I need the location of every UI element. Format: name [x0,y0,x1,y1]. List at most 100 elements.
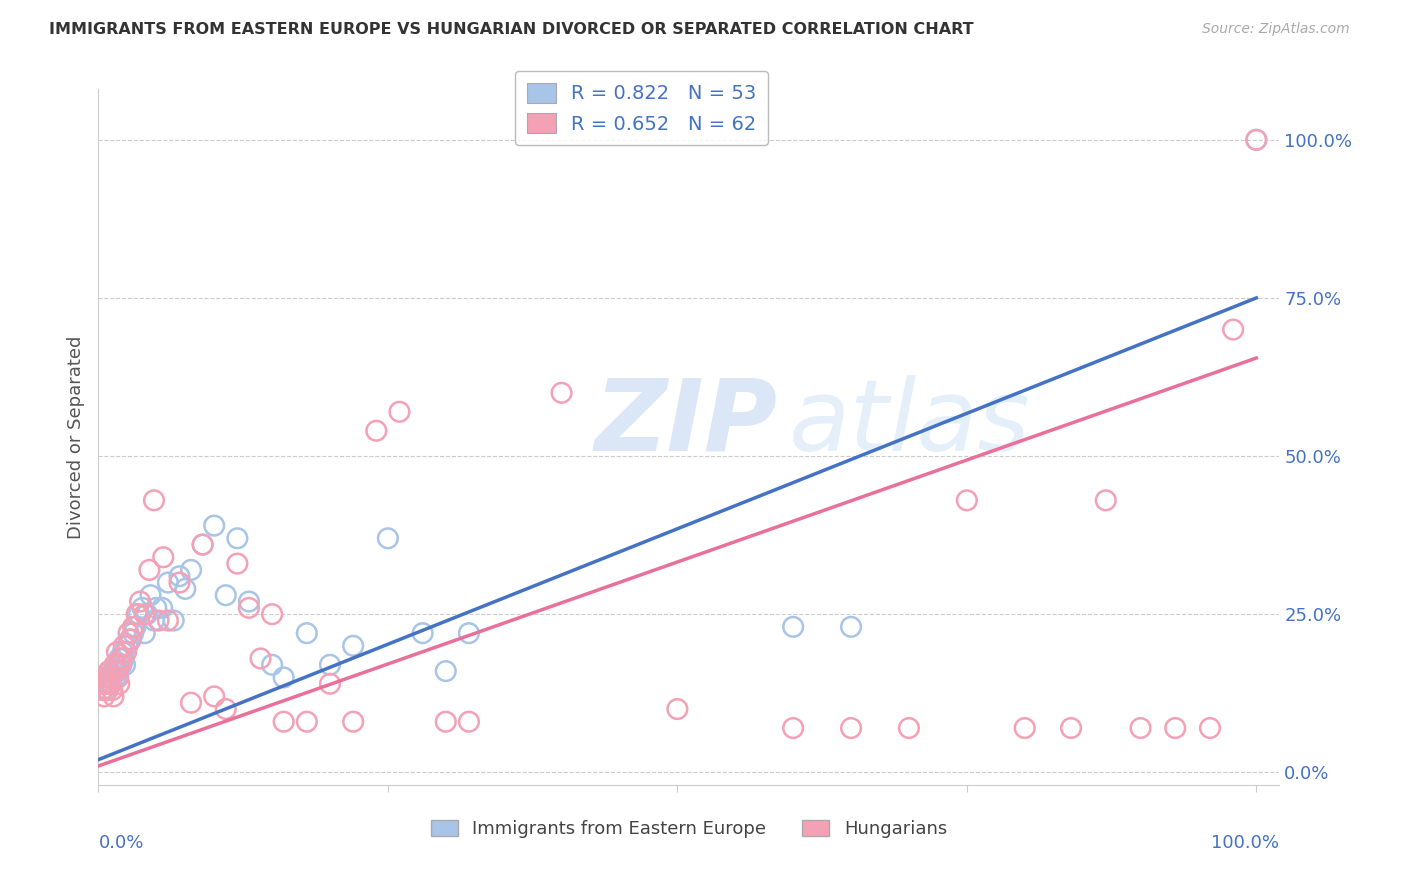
Point [98,664,121,678]
Point [169,569,191,583]
Point [120,632,142,647]
Point [295,714,318,729]
Point [103,690,125,704]
Point [143,493,166,508]
Point [91,677,114,691]
Point [150,600,173,615]
Point [782,620,804,634]
Point [122,620,145,634]
Point [388,405,411,419]
Text: Source: ZipAtlas.com: Source: ZipAtlas.com [1202,22,1350,37]
Point [101,683,124,698]
Point [94,677,117,691]
Text: ZIP: ZIP [595,375,778,472]
Point [666,702,689,716]
Point [412,626,434,640]
Point [1222,322,1244,336]
Point [90,683,112,698]
Point [202,690,225,704]
Point [145,600,167,615]
Point [1164,721,1187,735]
Point [98,670,121,684]
Point [114,657,136,672]
Point [163,614,186,628]
Text: IMMIGRANTS FROM EASTERN EUROPE VS HUNGARIAN DIVORCED OR SEPARATED CORRELATION CH: IMMIGRANTS FROM EASTERN EUROPE VS HUNGAR… [49,22,974,37]
Point [107,670,129,684]
Point [202,518,225,533]
Point [366,424,388,438]
Point [1199,721,1222,735]
Point [122,626,145,640]
Text: 0.0%: 0.0% [98,834,143,852]
Point [956,493,979,508]
Point [238,600,260,615]
Point [100,677,122,691]
Point [131,600,153,615]
Point [782,721,804,735]
Text: atlas: atlas [789,375,1031,472]
Point [104,657,127,672]
Point [169,575,191,590]
Point [138,563,160,577]
Text: 100.0%: 100.0% [1212,834,1279,852]
Point [342,714,364,729]
Legend: Immigrants from Eastern Europe, Hungarians: Immigrants from Eastern Europe, Hungaria… [423,813,955,846]
Point [101,670,124,684]
Point [319,657,342,672]
Point [115,645,138,659]
Point [94,670,117,684]
Point [180,563,202,577]
Point [134,607,156,622]
Point [458,714,481,729]
Point [110,657,132,672]
Point [273,670,295,684]
Point [118,632,141,647]
Point [117,626,139,640]
Point [97,683,120,698]
Point [191,538,214,552]
Point [262,657,284,672]
Point [550,385,572,400]
Point [1060,721,1083,735]
Point [100,677,122,691]
Point [148,614,170,628]
Point [110,657,132,672]
Point [112,651,135,665]
Point [96,677,118,691]
Point [108,677,131,691]
Point [156,575,179,590]
Point [91,683,114,698]
Point [238,594,260,608]
Point [319,677,342,691]
Point [93,690,115,704]
Point [156,614,179,628]
Point [125,607,148,622]
Point [1246,133,1268,147]
Point [249,651,271,665]
Point [839,721,862,735]
Point [377,531,399,545]
Point [111,645,134,659]
Point [90,677,112,691]
Point [434,664,457,678]
Point [152,550,174,565]
Point [97,664,120,678]
Point [139,588,162,602]
Point [1014,721,1036,735]
Point [129,594,152,608]
Point [104,664,127,678]
Point [434,714,457,729]
Point [226,531,249,545]
Point [180,696,202,710]
Point [1094,493,1116,508]
Point [897,721,920,735]
Point [262,607,284,622]
Point [839,620,862,634]
Point [134,626,156,640]
Point [117,639,139,653]
Point [458,626,481,640]
Point [104,670,127,684]
Point [1246,133,1268,147]
Point [97,670,120,684]
Point [93,670,115,684]
